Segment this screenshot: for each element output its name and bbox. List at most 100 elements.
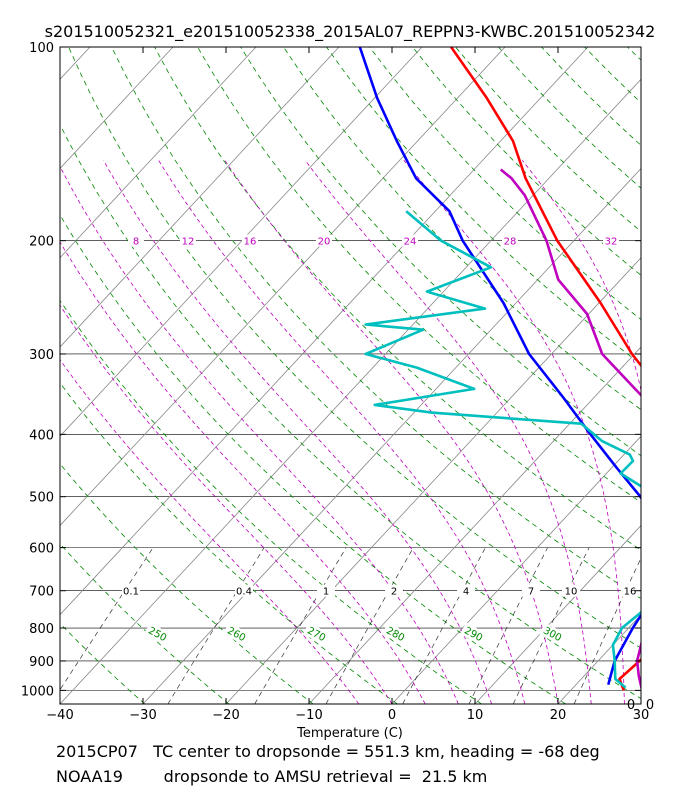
x-tick-label: −40 xyxy=(46,708,73,723)
dry-adiabat-label-bg xyxy=(222,622,251,646)
mixing-ratio-label-bg xyxy=(621,584,639,597)
moist-adiabat-label: 8 xyxy=(133,237,139,248)
dry-adiabat xyxy=(283,47,641,411)
dry-adiabat xyxy=(671,47,700,704)
x-tick-label: −20 xyxy=(212,708,239,723)
moist-adiabat-label-bg xyxy=(242,234,258,247)
mixing-ratio-line xyxy=(468,547,548,704)
mixing-ratio-line xyxy=(60,547,154,691)
moist-adiabat-label: 20 xyxy=(318,237,331,248)
isotherm xyxy=(225,257,641,704)
mixing-ratio-label: 0.1 xyxy=(123,587,139,598)
mixing-ratio-label: 4 xyxy=(463,587,469,598)
isotherm xyxy=(60,47,174,170)
isotherm xyxy=(60,78,641,704)
y-tick-label: 700 xyxy=(29,585,54,600)
x-tick-label: 30 xyxy=(633,708,650,723)
mixing-ratio-label-bg xyxy=(317,584,335,597)
moist-adiabat-label-bg xyxy=(316,234,332,247)
x-tick-label: −10 xyxy=(295,708,322,723)
background-lines xyxy=(0,47,700,704)
isotherm xyxy=(0,47,7,704)
moist-adiabat xyxy=(648,160,700,704)
series-line-4 xyxy=(499,168,641,691)
x-tick-label: −30 xyxy=(129,708,156,723)
y-tick-label: 800 xyxy=(29,622,54,637)
moist-adiabat xyxy=(304,160,592,704)
mixing-ratio-line xyxy=(167,547,265,704)
axis-ticks: −40 −30 −20 −10 0 10 20 30100200300400500600700… xyxy=(21,41,654,723)
dry-adiabat xyxy=(60,123,641,700)
isotherm xyxy=(142,167,641,704)
series-line-1 xyxy=(450,47,641,691)
y-tick-label: 400 xyxy=(29,428,54,443)
y-tick-label: 600 xyxy=(29,542,54,557)
dry-adiabat xyxy=(60,214,566,704)
mixing-ratio-line xyxy=(254,547,347,704)
moist-adiabat xyxy=(224,160,559,704)
isotherm xyxy=(308,346,641,704)
dry-adiabat xyxy=(60,382,398,704)
dry-adiabat-label-bg xyxy=(381,622,410,646)
dry-adiabat xyxy=(240,47,641,457)
isotherm xyxy=(391,435,641,704)
dry-adiabat xyxy=(197,47,641,503)
footer-line-2: NOAA19 dropsonde to AMSU retrieval = 21.… xyxy=(56,767,488,786)
dry-adiabat-label-bg xyxy=(143,622,172,646)
moist-adiabat-label-bg xyxy=(502,234,518,247)
mixing-ratio-label-bg xyxy=(562,584,580,597)
mixing-ratio-label: 16 xyxy=(624,587,637,598)
moist-adiabat-label: 12 xyxy=(182,237,195,248)
dry-adiabat xyxy=(455,47,641,233)
y-tick-label: 200 xyxy=(29,235,54,250)
data-series xyxy=(358,47,641,691)
moist-adiabat-label-bg xyxy=(603,234,619,247)
chart-title: s201510052321_e201510052338_2015AL07_REP… xyxy=(45,22,656,42)
x-axis-label: Temperature (C) xyxy=(296,726,403,741)
moist-adiabat-label: 32 xyxy=(605,237,618,248)
isotherm xyxy=(60,47,340,348)
x-tick-label: 0 xyxy=(388,708,396,723)
dry-adiabat xyxy=(60,299,482,704)
dry-adiabat xyxy=(68,47,641,649)
mixing-ratio-label: 0.4 xyxy=(236,587,252,598)
dry-adiabat xyxy=(627,47,641,61)
mixing-ratio-label-bg xyxy=(235,584,253,597)
y-tick-label: 900 xyxy=(29,655,54,670)
dry-adiabat xyxy=(111,47,641,600)
mixing-ratio-label-bg xyxy=(522,584,540,597)
dry-adiabat-label-bg xyxy=(302,622,331,646)
y-tick-label: 500 xyxy=(29,491,54,506)
moist-adiabat xyxy=(60,304,393,704)
moist-adiabat-label-bg xyxy=(128,234,144,247)
dry-adiabat-label-bg xyxy=(538,622,567,646)
mixing-ratio-label-bg xyxy=(457,584,475,597)
dry-adiabat xyxy=(584,47,641,104)
corner-label: 0 xyxy=(646,698,654,713)
moist-adiabat-label: 28 xyxy=(504,237,517,248)
mixing-ratio-label-bg xyxy=(385,584,403,597)
dry-adiabat xyxy=(60,463,314,704)
moist-adiabat xyxy=(60,241,426,704)
mixing-ratio-label: 7 xyxy=(528,587,534,598)
series-line-3 xyxy=(364,210,641,689)
dry-adiabat xyxy=(154,47,641,551)
isotherm xyxy=(640,703,641,704)
mixing-ratio-label: 10 xyxy=(565,587,578,598)
moist-adiabat xyxy=(403,160,625,704)
y-tick-label: 1000 xyxy=(21,684,54,699)
x-tick-label: 10 xyxy=(467,708,484,723)
footer-line-1: 2015CP07 TC center to dropsonde = 551.3 … xyxy=(56,742,600,761)
dry-adiabat-label-bg xyxy=(459,622,488,646)
moist-adiabat-label: 16 xyxy=(244,237,257,248)
x-tick-label: 20 xyxy=(550,708,567,723)
plot-frame xyxy=(59,46,642,705)
dry-adiabat xyxy=(412,47,641,276)
dry-adiabat xyxy=(498,47,641,189)
series-line-2 xyxy=(358,47,641,686)
mixing-ratio-label: 1 xyxy=(323,587,329,598)
moist-adiabat xyxy=(103,160,492,704)
mixing-ratio-line xyxy=(573,557,641,704)
